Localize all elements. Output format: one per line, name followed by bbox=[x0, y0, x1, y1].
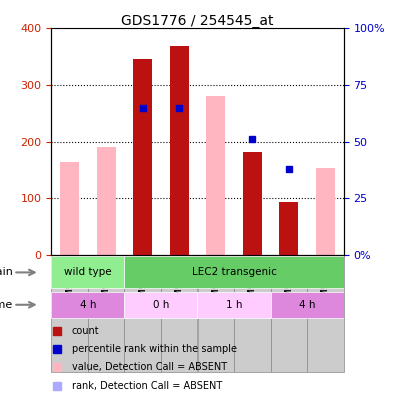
Bar bbox=[307, 255, 344, 372]
Bar bbox=[60, 162, 79, 255]
Text: 0 h: 0 h bbox=[153, 300, 169, 310]
Text: GSM90294: GSM90294 bbox=[211, 259, 220, 308]
Text: rank, Detection Call = ABSENT: rank, Detection Call = ABSENT bbox=[72, 381, 222, 391]
Bar bbox=[243, 152, 262, 255]
Bar bbox=[234, 255, 271, 372]
FancyBboxPatch shape bbox=[124, 256, 344, 288]
Text: count: count bbox=[72, 326, 100, 336]
Text: GDS1776 / 254545_at: GDS1776 / 254545_at bbox=[121, 14, 274, 28]
FancyBboxPatch shape bbox=[51, 292, 124, 318]
Text: GSM90296: GSM90296 bbox=[284, 259, 293, 308]
Text: GSM90298: GSM90298 bbox=[65, 259, 74, 308]
Text: GSM90297: GSM90297 bbox=[321, 259, 330, 308]
Text: GSM90299: GSM90299 bbox=[102, 259, 111, 308]
Bar bbox=[279, 202, 299, 255]
FancyBboxPatch shape bbox=[124, 292, 198, 318]
Bar bbox=[161, 255, 198, 372]
Bar bbox=[169, 47, 189, 255]
Text: GSM90295: GSM90295 bbox=[248, 259, 257, 308]
Text: GSM90293: GSM90293 bbox=[175, 259, 184, 308]
Text: GSM90297: GSM90297 bbox=[321, 259, 330, 308]
Text: GSM90294: GSM90294 bbox=[211, 259, 220, 308]
Text: time: time bbox=[0, 300, 13, 310]
Text: percentile rank within the sample: percentile rank within the sample bbox=[72, 344, 237, 354]
Text: 4 h: 4 h bbox=[80, 300, 96, 310]
Bar bbox=[96, 147, 116, 255]
FancyBboxPatch shape bbox=[271, 292, 344, 318]
FancyBboxPatch shape bbox=[198, 292, 271, 318]
Text: 4 h: 4 h bbox=[299, 300, 315, 310]
Text: GSM90298: GSM90298 bbox=[65, 259, 74, 308]
Bar bbox=[51, 255, 88, 372]
Text: strain: strain bbox=[0, 267, 13, 277]
Text: 1 h: 1 h bbox=[226, 300, 242, 310]
Text: LEC2 transgenic: LEC2 transgenic bbox=[192, 267, 276, 277]
Bar bbox=[198, 255, 234, 372]
Text: GSM90296: GSM90296 bbox=[284, 259, 293, 308]
FancyBboxPatch shape bbox=[51, 256, 124, 288]
Text: value, Detection Call = ABSENT: value, Detection Call = ABSENT bbox=[72, 362, 227, 373]
Bar bbox=[206, 96, 226, 255]
Text: GSM90299: GSM90299 bbox=[102, 259, 111, 308]
Bar bbox=[88, 255, 124, 372]
Bar bbox=[133, 60, 152, 255]
Text: GSM90292: GSM90292 bbox=[138, 259, 147, 308]
Text: wild type: wild type bbox=[64, 267, 112, 277]
Text: GSM90293: GSM90293 bbox=[175, 259, 184, 308]
Text: GSM90292: GSM90292 bbox=[138, 259, 147, 308]
Bar bbox=[271, 255, 307, 372]
Bar bbox=[316, 168, 335, 255]
Bar bbox=[124, 255, 161, 372]
Text: GSM90295: GSM90295 bbox=[248, 259, 257, 308]
